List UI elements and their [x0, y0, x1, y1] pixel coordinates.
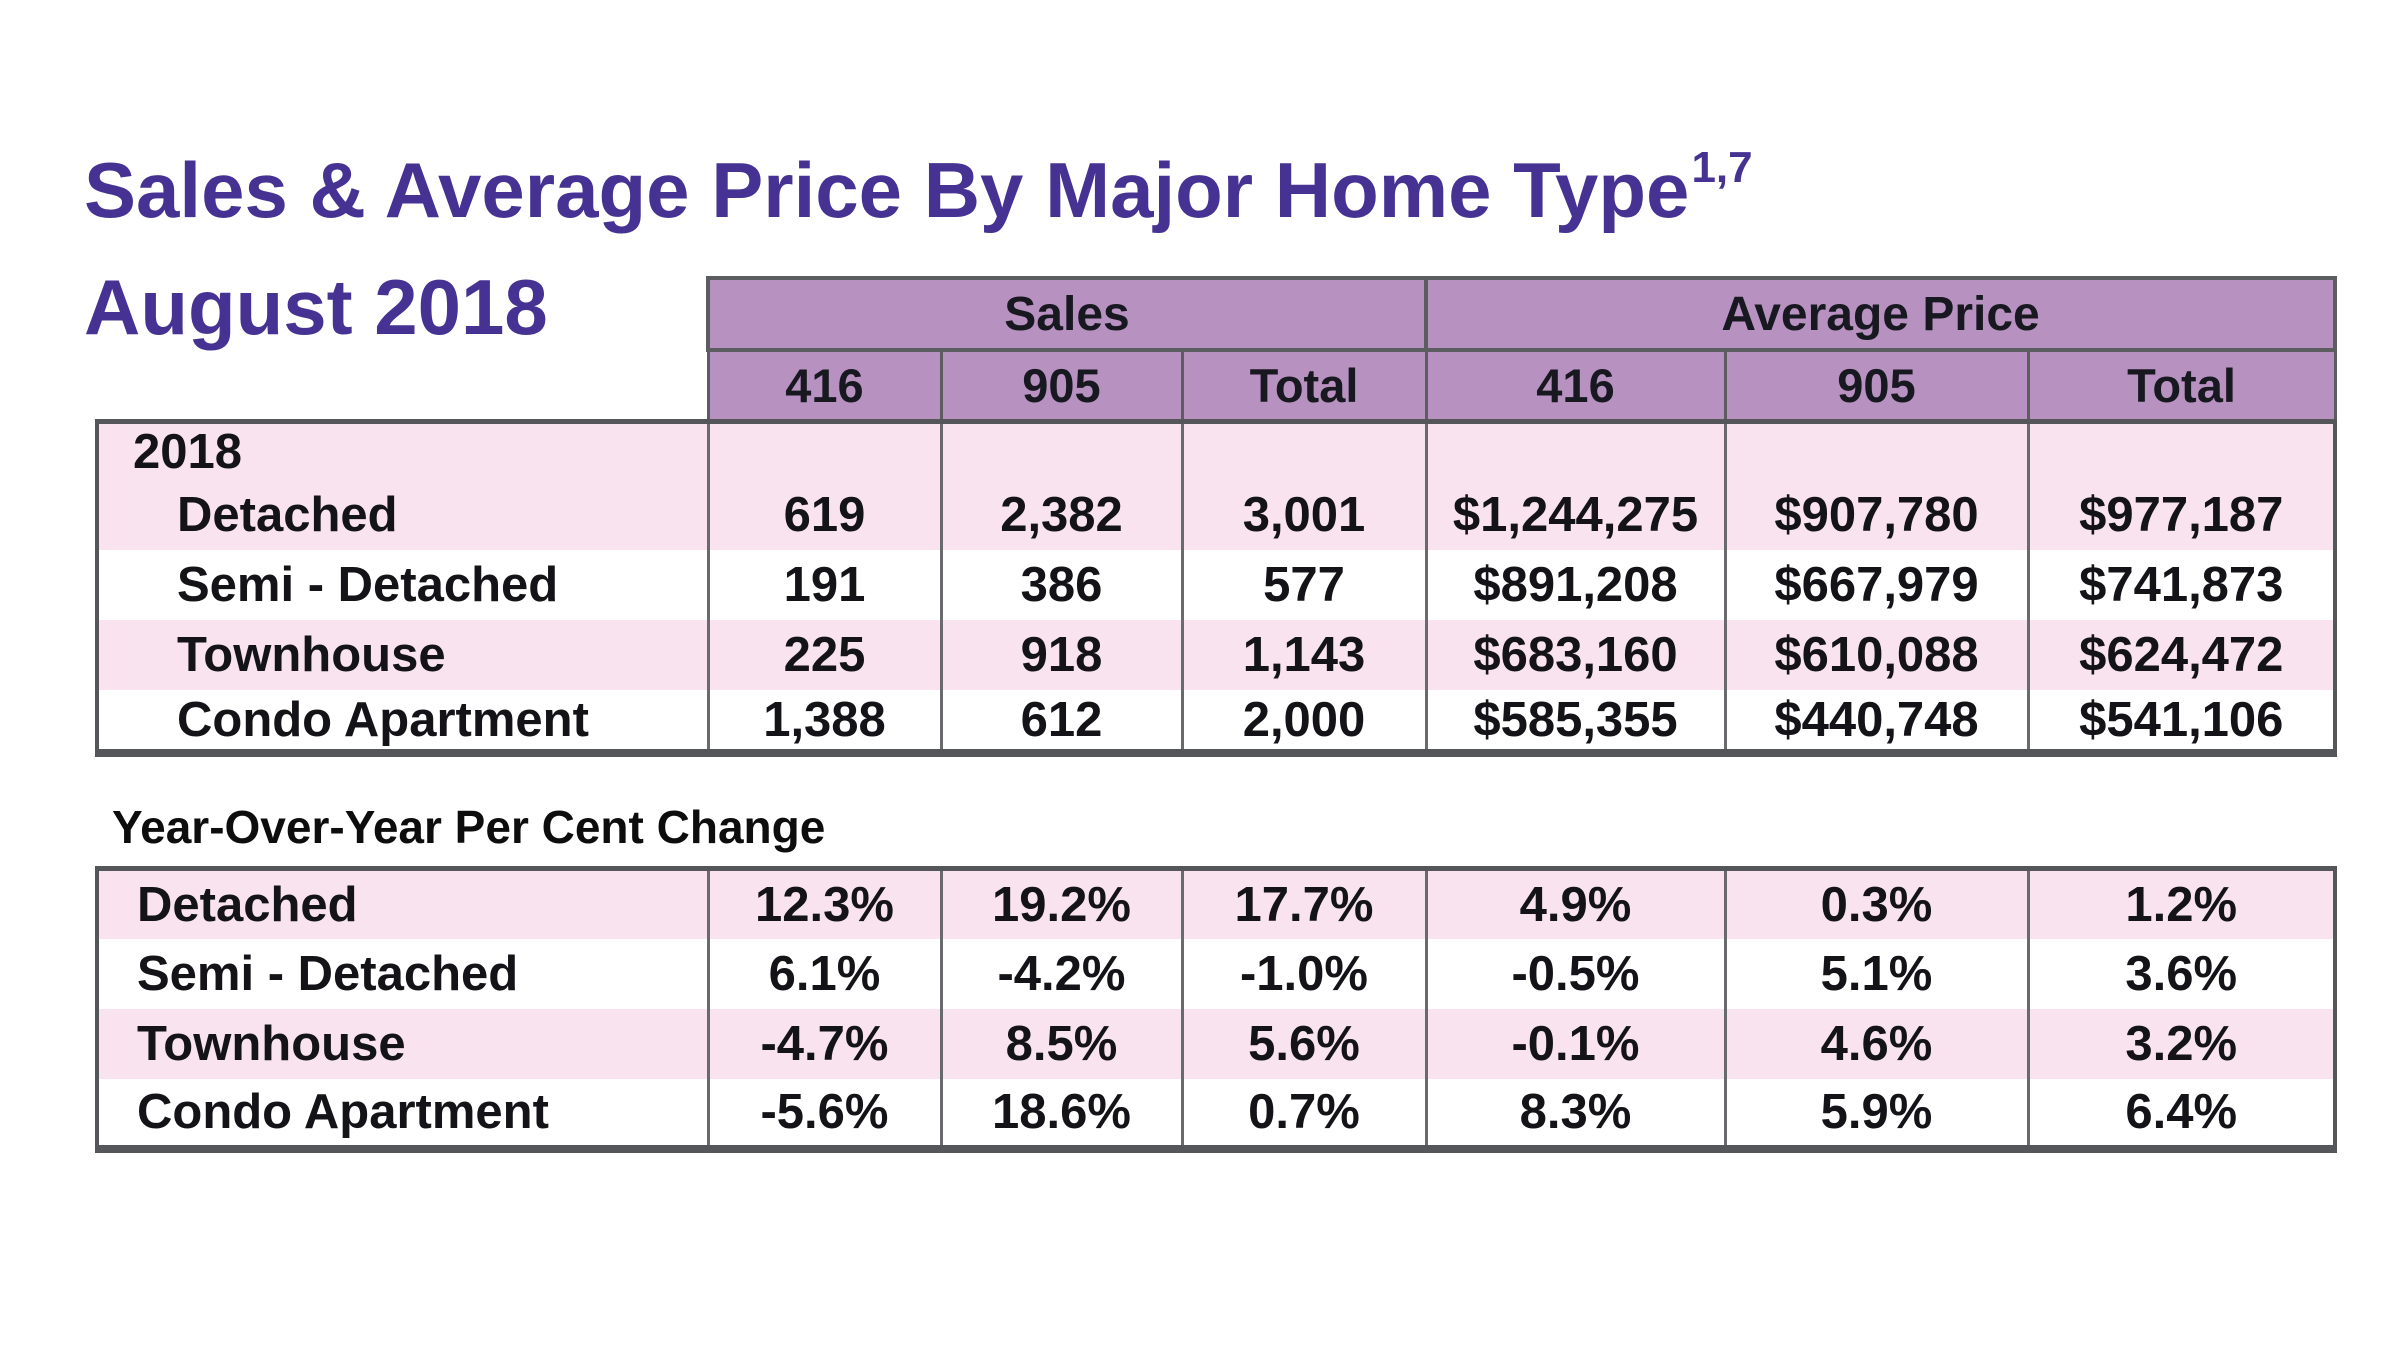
- pct-cell: 1.2%: [2026, 868, 2335, 939]
- group-header-row: Sales Average Price: [705, 276, 2338, 352]
- empty-cell: [1723, 421, 2028, 480]
- empty-cell: [1424, 421, 1725, 480]
- sales-cell: 619: [706, 480, 941, 550]
- pct-cell: 4.6%: [1723, 1008, 2028, 1079]
- table-row: Semi - Detached 191 386 577 $891,208 $66…: [97, 550, 2335, 620]
- pct-cell: 3.6%: [2026, 938, 2335, 1009]
- price-cell: $610,088: [1723, 620, 2028, 690]
- pct-cell: 6.1%: [706, 938, 941, 1009]
- price-cell: $741,873: [2026, 550, 2335, 620]
- group-header-average-price: Average Price: [1424, 276, 2338, 352]
- table-row: Detached 619 2,382 3,001 $1,244,275 $907…: [97, 480, 2335, 550]
- yoy-table-body: Detached 12.3% 19.2% 17.7% 4.9% 0.3% 1.2…: [95, 866, 2337, 1153]
- row-label: Condo Apartment: [97, 1078, 708, 1149]
- price-cell: $585,355: [1424, 690, 1725, 753]
- sales-table-body: 2018 Detached 619 2,382 3,001 $1,244,275…: [95, 419, 2337, 757]
- sales-cell: 225: [706, 620, 941, 690]
- pct-cell: 19.2%: [939, 868, 1182, 939]
- sales-cell: 2,000: [1180, 690, 1426, 753]
- column-header: 416: [1424, 348, 1727, 422]
- sales-table-header: Sales Average Price 416 905 Total 416 90…: [705, 276, 2338, 422]
- column-header-row: 416 905 Total 416 905 Total: [706, 348, 2337, 422]
- table-row: Townhouse 225 918 1,143 $683,160 $610,08…: [97, 620, 2335, 690]
- empty-cell: [2026, 421, 2335, 480]
- table-row: Detached 12.3% 19.2% 17.7% 4.9% 0.3% 1.2…: [97, 868, 2335, 939]
- price-cell: $1,244,275: [1424, 480, 1725, 550]
- sales-cell: 3,001: [1180, 480, 1426, 550]
- year-label: 2018: [97, 421, 708, 480]
- sales-cell: 1,388: [706, 690, 941, 753]
- pct-cell: 12.3%: [706, 868, 941, 939]
- pct-cell: 6.4%: [2026, 1078, 2335, 1149]
- pct-cell: -5.6%: [706, 1078, 941, 1149]
- price-cell: $977,187: [2026, 480, 2335, 550]
- pct-cell: -0.1%: [1424, 1008, 1725, 1079]
- row-label: Semi - Detached: [97, 938, 708, 1009]
- column-header: 416: [706, 348, 943, 422]
- sales-cell: 1,143: [1180, 620, 1426, 690]
- price-cell: $440,748: [1723, 690, 2028, 753]
- pct-cell: -1.0%: [1180, 938, 1426, 1009]
- pct-cell: 0.7%: [1180, 1078, 1426, 1149]
- pct-cell: 0.3%: [1723, 868, 2028, 939]
- yoy-section-heading: Year-Over-Year Per Cent Change: [112, 801, 826, 853]
- row-label: Detached: [97, 480, 708, 550]
- pct-cell: 8.3%: [1424, 1078, 1725, 1149]
- column-header: Total: [2026, 348, 2337, 422]
- row-label: Townhouse: [97, 620, 708, 690]
- table-row-year: 2018: [97, 421, 2335, 480]
- pct-cell: -4.7%: [706, 1008, 941, 1079]
- sales-cell: 386: [939, 550, 1182, 620]
- table-row: Condo Apartment -5.6% 18.6% 0.7% 8.3% 5.…: [97, 1078, 2335, 1149]
- sales-cell: 577: [1180, 550, 1426, 620]
- row-label: Condo Apartment: [97, 690, 708, 753]
- pct-cell: 5.9%: [1723, 1078, 2028, 1149]
- pct-cell: 8.5%: [939, 1008, 1182, 1079]
- price-cell: $541,106: [2026, 690, 2335, 753]
- column-header: 905: [939, 348, 1184, 422]
- column-header: 905: [1723, 348, 2030, 422]
- empty-cell: [939, 421, 1182, 480]
- column-header: Total: [1180, 348, 1428, 422]
- price-cell: $667,979: [1723, 550, 2028, 620]
- group-header-sales: Sales: [705, 276, 1429, 352]
- page-title: Sales & Average Price By Major Home Type…: [84, 144, 1753, 232]
- table-row: Semi - Detached 6.1% -4.2% -1.0% -0.5% 5…: [97, 938, 2335, 1009]
- table-row: Condo Apartment 1,388 612 2,000 $585,355…: [97, 690, 2335, 753]
- page-title-text: Sales & Average Price By Major Home Type: [84, 146, 1690, 234]
- pct-cell: 3.2%: [2026, 1008, 2335, 1079]
- pct-cell: -4.2%: [939, 938, 1182, 1009]
- row-label: Townhouse: [97, 1008, 708, 1079]
- pct-cell: 4.9%: [1424, 868, 1725, 939]
- empty-cell: [706, 421, 941, 480]
- sales-cell: 918: [939, 620, 1182, 690]
- pct-cell: 18.6%: [939, 1078, 1182, 1149]
- empty-cell: [1180, 421, 1426, 480]
- price-cell: $624,472: [2026, 620, 2335, 690]
- pct-cell: 5.6%: [1180, 1008, 1426, 1079]
- price-cell: $891,208: [1424, 550, 1725, 620]
- page-subtitle-month: August 2018: [84, 263, 548, 351]
- table-row: Townhouse -4.7% 8.5% 5.6% -0.1% 4.6% 3.2…: [97, 1008, 2335, 1079]
- sales-cell: 612: [939, 690, 1182, 753]
- price-cell: $683,160: [1424, 620, 1725, 690]
- sales-cell: 191: [706, 550, 941, 620]
- price-cell: $907,780: [1723, 480, 2028, 550]
- row-label: Detached: [97, 868, 708, 939]
- sales-cell: 2,382: [939, 480, 1182, 550]
- pct-cell: 17.7%: [1180, 868, 1426, 939]
- pct-cell: -0.5%: [1424, 938, 1725, 1009]
- title-footnote-superscript: 1,7: [1691, 143, 1753, 192]
- row-label: Semi - Detached: [97, 550, 708, 620]
- pct-cell: 5.1%: [1723, 938, 2028, 1009]
